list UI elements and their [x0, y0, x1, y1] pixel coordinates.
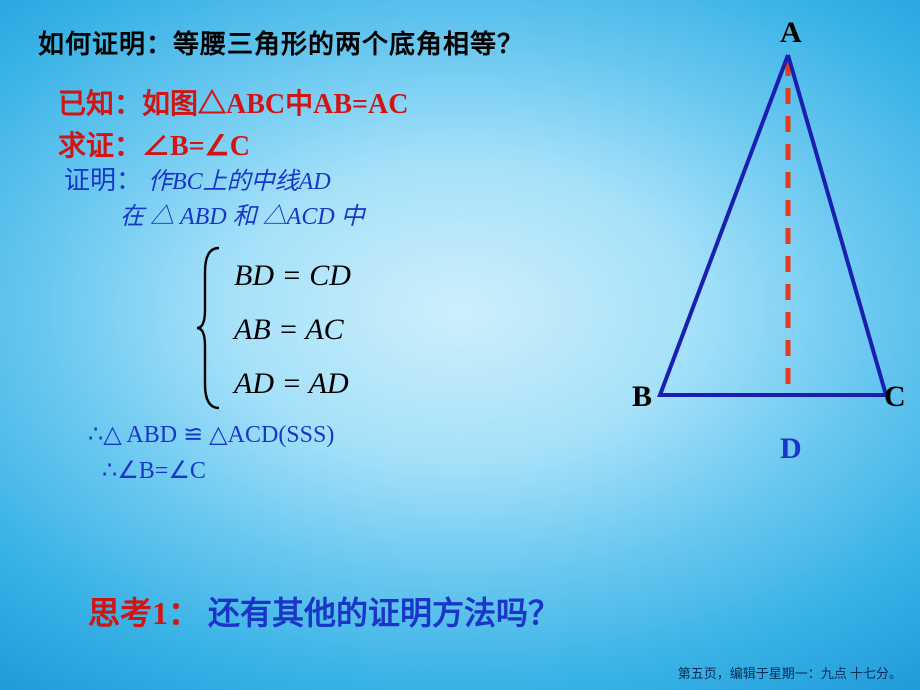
- vertex-label-D: D: [780, 432, 802, 466]
- vertex-label-C: C: [884, 380, 906, 414]
- vertex-label-B: B: [632, 380, 652, 414]
- triangle-diagram: [0, 0, 920, 690]
- triangle-ABC: [660, 55, 886, 395]
- vertex-label-A: A: [780, 16, 802, 50]
- slide-footer: 第五页，编辑于星期一：九点 十七分。: [678, 663, 902, 682]
